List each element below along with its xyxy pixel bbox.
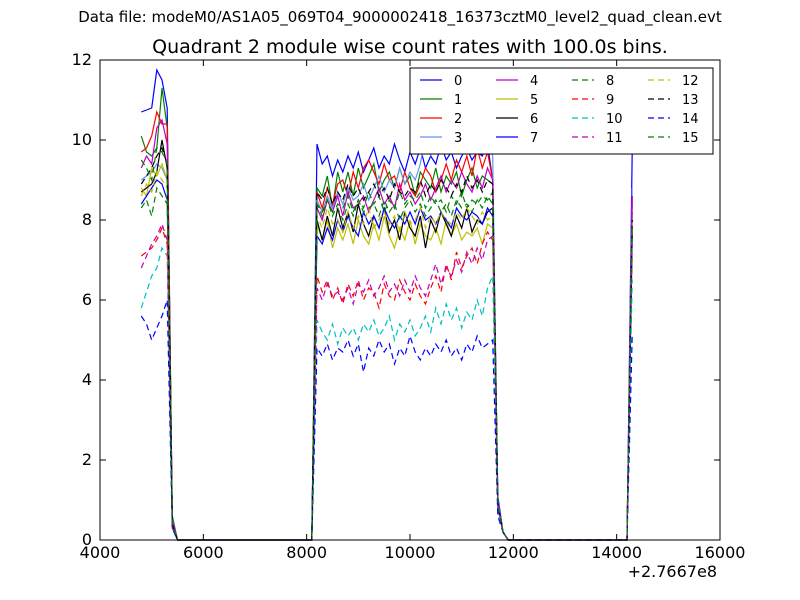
legend-label-5: 5 xyxy=(530,93,538,108)
legend-label-0: 0 xyxy=(454,74,462,89)
y-tick-label: 0 xyxy=(82,530,92,549)
legend-label-14: 14 xyxy=(682,112,699,127)
x-tick-label: 14000 xyxy=(591,543,642,562)
x-tick-label: 8000 xyxy=(286,543,327,562)
x-tick-label: 12000 xyxy=(488,543,539,562)
series-line-7 xyxy=(140,179,633,541)
legend-label-3: 3 xyxy=(454,131,462,146)
series-line-8 xyxy=(140,186,633,541)
legend-label-8: 8 xyxy=(606,74,614,89)
x-tick-label: 4000 xyxy=(80,543,121,562)
y-tick-label: 12 xyxy=(72,50,92,69)
series-line-10 xyxy=(140,246,633,541)
ticks-layer: 4000 6000 8000 10000 12000 14000 1600002468101… xyxy=(72,50,746,562)
legend-label-2: 2 xyxy=(454,112,462,127)
legend-label-4: 4 xyxy=(530,74,538,89)
y-tick-label: 4 xyxy=(82,370,92,389)
legend-label-1: 1 xyxy=(454,93,462,108)
series-line-1 xyxy=(140,87,633,541)
legend-label-9: 9 xyxy=(606,93,614,108)
series-line-14 xyxy=(140,299,633,541)
legend-label-12: 12 xyxy=(682,74,699,89)
legend-label-10: 10 xyxy=(606,112,623,127)
series-line-9 xyxy=(140,226,633,541)
legend-label-11: 11 xyxy=(606,131,623,146)
legend-box xyxy=(409,67,714,155)
legend-label-6: 6 xyxy=(530,112,538,127)
y-tick-label: 6 xyxy=(82,290,92,309)
y-tick-label: 10 xyxy=(72,130,92,149)
legend-label-13: 13 xyxy=(682,93,699,108)
x-tick-label: 10000 xyxy=(385,543,436,562)
series-line-4 xyxy=(140,118,633,541)
chart-title: Quadrant 2 module wise count rates with … xyxy=(152,36,668,58)
legend-label-15: 15 xyxy=(682,131,699,146)
x-tick-label: 6000 xyxy=(183,543,224,562)
x-offset-label: +2.7667e8 xyxy=(628,562,717,581)
series-line-15 xyxy=(140,146,633,541)
series-line-11 xyxy=(140,195,633,541)
y-tick-label: 8 xyxy=(82,210,92,229)
y-tick-label: 2 xyxy=(82,450,92,469)
x-tick-label: 16000 xyxy=(695,543,746,562)
legend-label-7: 7 xyxy=(530,131,538,146)
data-file-label: Data file: modeM0/AS1A05_069T04_90000024… xyxy=(78,8,722,26)
